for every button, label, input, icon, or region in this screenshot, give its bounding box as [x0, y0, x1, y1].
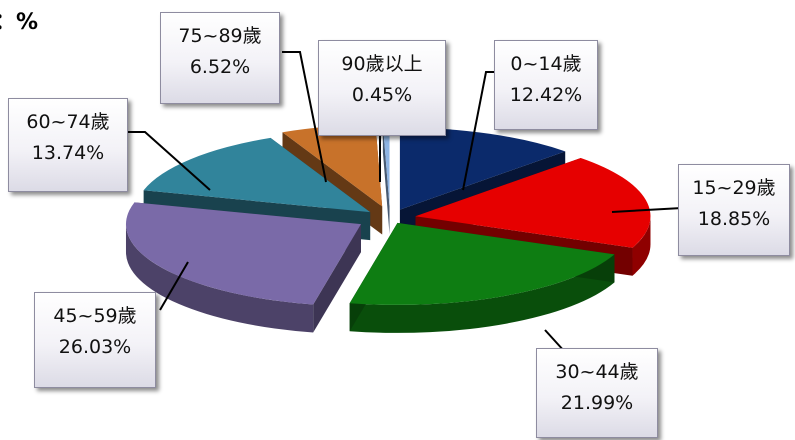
category-label: 15~29歲 — [692, 177, 776, 199]
category-label: 60~74歲 — [26, 111, 110, 133]
pie-slice-30-44 — [349, 222, 615, 333]
pie-slice-top-0-14 — [399, 127, 566, 210]
pie-slice-top-75-89 — [282, 124, 383, 207]
value-label: 26.03% — [58, 336, 132, 358]
pie-slice-wall-90-plus-0 — [382, 124, 390, 235]
pie-slice-top-45-59 — [125, 202, 361, 305]
leader-line-45-59 — [159, 261, 189, 311]
label-box-0-14: 0~14歲 12.42% — [494, 40, 598, 130]
pie-slice-wall-45-59-0 — [313, 224, 361, 333]
value-label: 6.52% — [189, 56, 251, 78]
value-label: 18.85% — [697, 208, 771, 230]
leader-line-15-29 — [611, 207, 683, 213]
pie-slice-side-45-59 — [125, 224, 314, 333]
pie-slice-top-90-plus — [382, 124, 390, 207]
label-box-60-74: 60~74歲 13.74% — [8, 98, 128, 192]
label-box-75-89: 75~89歲 6.52% — [160, 12, 280, 104]
value-label: 12.42% — [509, 84, 583, 106]
unit-label: ：% — [0, 10, 39, 35]
leader-line-75-89 — [282, 51, 327, 183]
pie-slice-90-plus — [382, 124, 390, 235]
pie-slice-top-60-74 — [143, 137, 371, 213]
category-label: 0~14歲 — [510, 53, 582, 75]
pie-slice-top-15-29 — [415, 157, 651, 248]
value-label: 21.99% — [560, 392, 634, 414]
pie-slice-side-15-29 — [632, 216, 651, 276]
label-box-30-44: 30~44歲 21.99% — [536, 348, 658, 438]
category-label: 75~89歲 — [178, 25, 262, 47]
category-label: 45~59歲 — [53, 305, 137, 327]
label-box-45-59: 45~59歲 26.03% — [34, 292, 156, 388]
leader-line-0-14 — [462, 71, 497, 191]
pie-slice-side-30-44 — [349, 254, 615, 333]
pie-slice-45-59 — [125, 202, 361, 333]
category-label: 90歲以上 — [341, 53, 423, 75]
label-box-90-plus: 90歲以上 0.45% — [318, 40, 446, 136]
label-box-15-29: 15~29歲 18.85% — [678, 164, 790, 256]
value-label: 0.45% — [351, 84, 413, 106]
pie-slice-top-30-44 — [349, 222, 615, 305]
leader-line-60-74 — [126, 131, 211, 191]
value-label: 13.74% — [31, 142, 105, 164]
category-label: 30~44歲 — [555, 361, 639, 383]
